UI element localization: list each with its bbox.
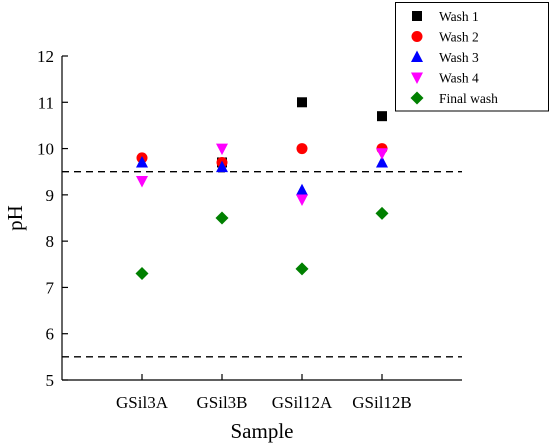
y-tick-label: 8 [46,232,55,251]
legend-label: Wash 4 [439,71,479,86]
data-point [136,175,148,188]
legend-marker [411,72,423,84]
legend-label: Wash 1 [439,9,479,24]
legend-marker [411,50,423,62]
data-point [216,160,228,173]
y-tick-label: 11 [38,93,54,112]
x-axis-title: Sample [231,419,294,443]
x-tick-label: GSil3A [116,393,169,412]
legend-label: Wash 3 [439,50,479,65]
y-tick-label: 12 [37,47,54,66]
data-point [376,148,388,160]
data-point [215,211,229,225]
y-tick-label: 7 [46,278,55,297]
y-tick-label: 5 [46,371,55,390]
legend-marker [412,11,422,21]
y-tick-label: 9 [46,186,55,205]
data-point [295,262,309,276]
data-point [375,206,389,220]
reference-lines [62,171,462,358]
data-point [377,111,387,122]
data-point [135,267,149,281]
y-axis-title: pH [3,205,27,231]
x-tick-label: GSil12A [272,393,333,412]
data-points [135,97,389,281]
y-tick-label: 6 [46,325,55,344]
x-tick-label: GSil12B [352,393,412,412]
data-point [296,183,308,196]
x-tick-label: GSil3B [196,393,247,412]
legend-label: Wash 2 [439,30,479,45]
data-point [296,143,308,155]
data-point [296,194,308,206]
data-point [136,155,148,168]
legend: Wash 1 Wash 2 Wash 3 Wash 4 Final wash [395,2,549,112]
data-point [297,97,307,108]
legend-marker [410,91,424,105]
y-tick-label: 10 [37,140,54,159]
axes: 5 6 7 8 9 10 11 12 GSil3A GSil3B GSil12A GSil12B [37,47,462,412]
data-point [376,155,388,168]
legend-label: Final wash [439,91,498,106]
legend-marker [411,31,423,42]
data-point [216,143,228,156]
